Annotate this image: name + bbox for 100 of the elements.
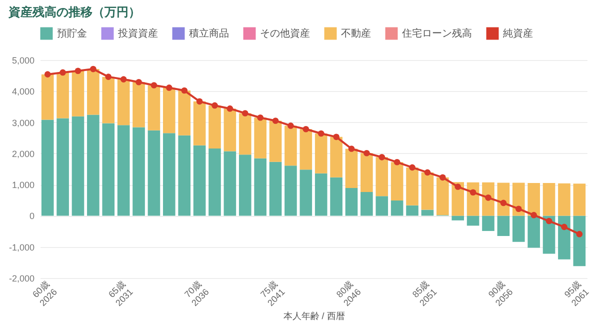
bar bbox=[345, 148, 358, 188]
bar bbox=[87, 114, 100, 216]
y-tick-label: 5,000 bbox=[12, 56, 34, 66]
point bbox=[470, 189, 476, 196]
bar bbox=[314, 133, 328, 174]
point bbox=[212, 102, 218, 109]
bar bbox=[284, 126, 297, 166]
point bbox=[561, 224, 568, 230]
point bbox=[378, 154, 386, 160]
point bbox=[272, 118, 279, 124]
bar bbox=[542, 183, 556, 216]
bar bbox=[208, 105, 221, 148]
bar bbox=[390, 200, 404, 216]
point bbox=[257, 114, 264, 121]
bar bbox=[314, 173, 328, 216]
y-tick-label: -1,000 bbox=[8, 242, 34, 252]
bar bbox=[406, 205, 418, 216]
bar bbox=[193, 145, 206, 216]
point bbox=[576, 230, 583, 238]
bar bbox=[406, 167, 418, 206]
bar bbox=[117, 125, 130, 216]
point bbox=[44, 71, 51, 78]
bar bbox=[117, 79, 130, 126]
legend-label: その他資産 bbox=[260, 28, 310, 40]
point bbox=[166, 84, 172, 91]
bar bbox=[421, 210, 434, 216]
bar bbox=[254, 158, 266, 216]
bar bbox=[300, 170, 312, 216]
bar bbox=[163, 133, 176, 216]
bar bbox=[148, 85, 160, 130]
point bbox=[318, 130, 324, 137]
bar bbox=[254, 118, 266, 158]
bar bbox=[573, 216, 586, 266]
bar bbox=[87, 69, 100, 115]
point bbox=[348, 146, 355, 152]
legend-label: 純資産 bbox=[503, 28, 533, 40]
point bbox=[364, 150, 370, 156]
point bbox=[439, 174, 446, 181]
bar bbox=[436, 177, 449, 216]
bar bbox=[360, 153, 373, 192]
bar bbox=[360, 192, 373, 216]
point bbox=[546, 218, 552, 224]
bar bbox=[102, 76, 115, 124]
bar bbox=[163, 88, 176, 134]
point bbox=[409, 164, 416, 171]
legend-label: 積立商品 bbox=[189, 28, 229, 40]
point bbox=[530, 212, 537, 218]
bar bbox=[573, 184, 586, 216]
bar bbox=[528, 216, 540, 248]
point bbox=[288, 122, 294, 129]
point bbox=[120, 76, 127, 82]
bar bbox=[300, 129, 312, 170]
bar bbox=[330, 177, 342, 216]
bar bbox=[224, 151, 236, 216]
bar bbox=[497, 216, 510, 236]
point bbox=[394, 158, 400, 166]
bar bbox=[421, 172, 434, 210]
bar bbox=[330, 136, 342, 178]
bar bbox=[178, 135, 190, 216]
point bbox=[485, 194, 492, 201]
bar bbox=[132, 127, 145, 216]
bar bbox=[72, 116, 84, 216]
bar bbox=[102, 123, 115, 216]
bar bbox=[41, 74, 54, 120]
point bbox=[500, 200, 507, 206]
point bbox=[424, 169, 431, 176]
point bbox=[302, 126, 310, 132]
legend-label: 預貯金 bbox=[57, 28, 87, 40]
bar bbox=[224, 108, 236, 152]
bar bbox=[452, 216, 464, 220]
y-tick-label: 3,000 bbox=[12, 118, 34, 128]
y-tick-label: -2,000 bbox=[8, 274, 34, 284]
y-tick-label: 1,000 bbox=[12, 180, 34, 190]
point bbox=[242, 110, 248, 116]
bar bbox=[178, 90, 190, 136]
bar bbox=[56, 118, 69, 216]
bar bbox=[193, 101, 206, 146]
bar bbox=[56, 72, 69, 118]
point bbox=[90, 66, 96, 72]
point bbox=[150, 82, 158, 88]
bar bbox=[41, 120, 54, 216]
bar bbox=[558, 183, 570, 216]
point bbox=[333, 134, 340, 140]
x-axis-title: 本人年齢 / 西暦 bbox=[283, 310, 345, 321]
bar bbox=[376, 157, 388, 196]
point bbox=[74, 68, 82, 74]
bar bbox=[269, 162, 282, 216]
bar bbox=[132, 82, 145, 128]
chart-title: 資産残高の推移（万円） bbox=[7, 5, 140, 19]
point bbox=[136, 78, 142, 86]
bar bbox=[72, 70, 84, 116]
point bbox=[181, 87, 188, 94]
y-tick-label: 2,000 bbox=[12, 148, 34, 159]
point bbox=[515, 206, 522, 212]
legend-label: 住宅ローン残高 bbox=[402, 28, 472, 40]
legend-label: 不動産 bbox=[341, 28, 371, 40]
point bbox=[226, 105, 234, 112]
point bbox=[60, 69, 66, 76]
bar bbox=[345, 188, 358, 216]
bar bbox=[558, 216, 570, 260]
